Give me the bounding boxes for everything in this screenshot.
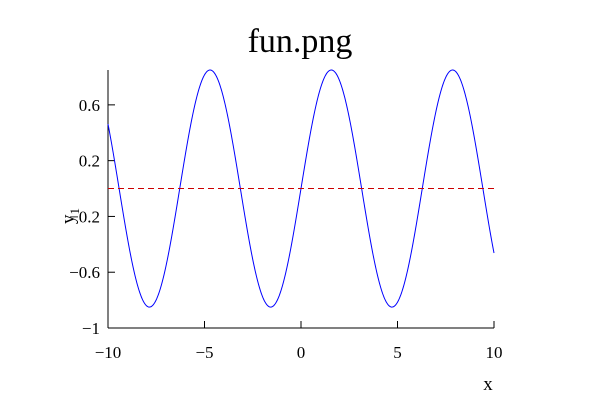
- y-axis-label-subscript: 1: [67, 208, 82, 215]
- x-axis-label: x: [483, 374, 493, 395]
- x-axis-ticks: −10 −5 0 5 10: [95, 321, 503, 362]
- x-tick-label: −5: [195, 343, 213, 362]
- series-layer: [107, 69, 495, 308]
- chart-title: fun.png: [248, 23, 353, 60]
- y-tick-label: −0.6: [69, 263, 100, 282]
- y-tick-label: −0.2: [69, 207, 100, 226]
- y-axis-label: y1: [58, 208, 82, 224]
- x-tick-label: 5: [393, 343, 402, 362]
- y-axis-ticks: −1 −0.6 −0.2 0.2 0.6: [69, 96, 115, 338]
- y-tick-label: −1: [82, 319, 100, 338]
- y-tick-label: 0.2: [79, 152, 100, 171]
- x-tick-label: −10: [95, 343, 122, 362]
- y-tick-label: 0.6: [79, 96, 100, 115]
- x-tick-label: 10: [486, 343, 503, 362]
- y-axis-label-main: y: [58, 214, 79, 224]
- plot-area: −10 −5 0 5 10 −1 −0.6 −0.2 0.2 0.6: [69, 69, 503, 362]
- x-tick-label: 0: [297, 343, 306, 362]
